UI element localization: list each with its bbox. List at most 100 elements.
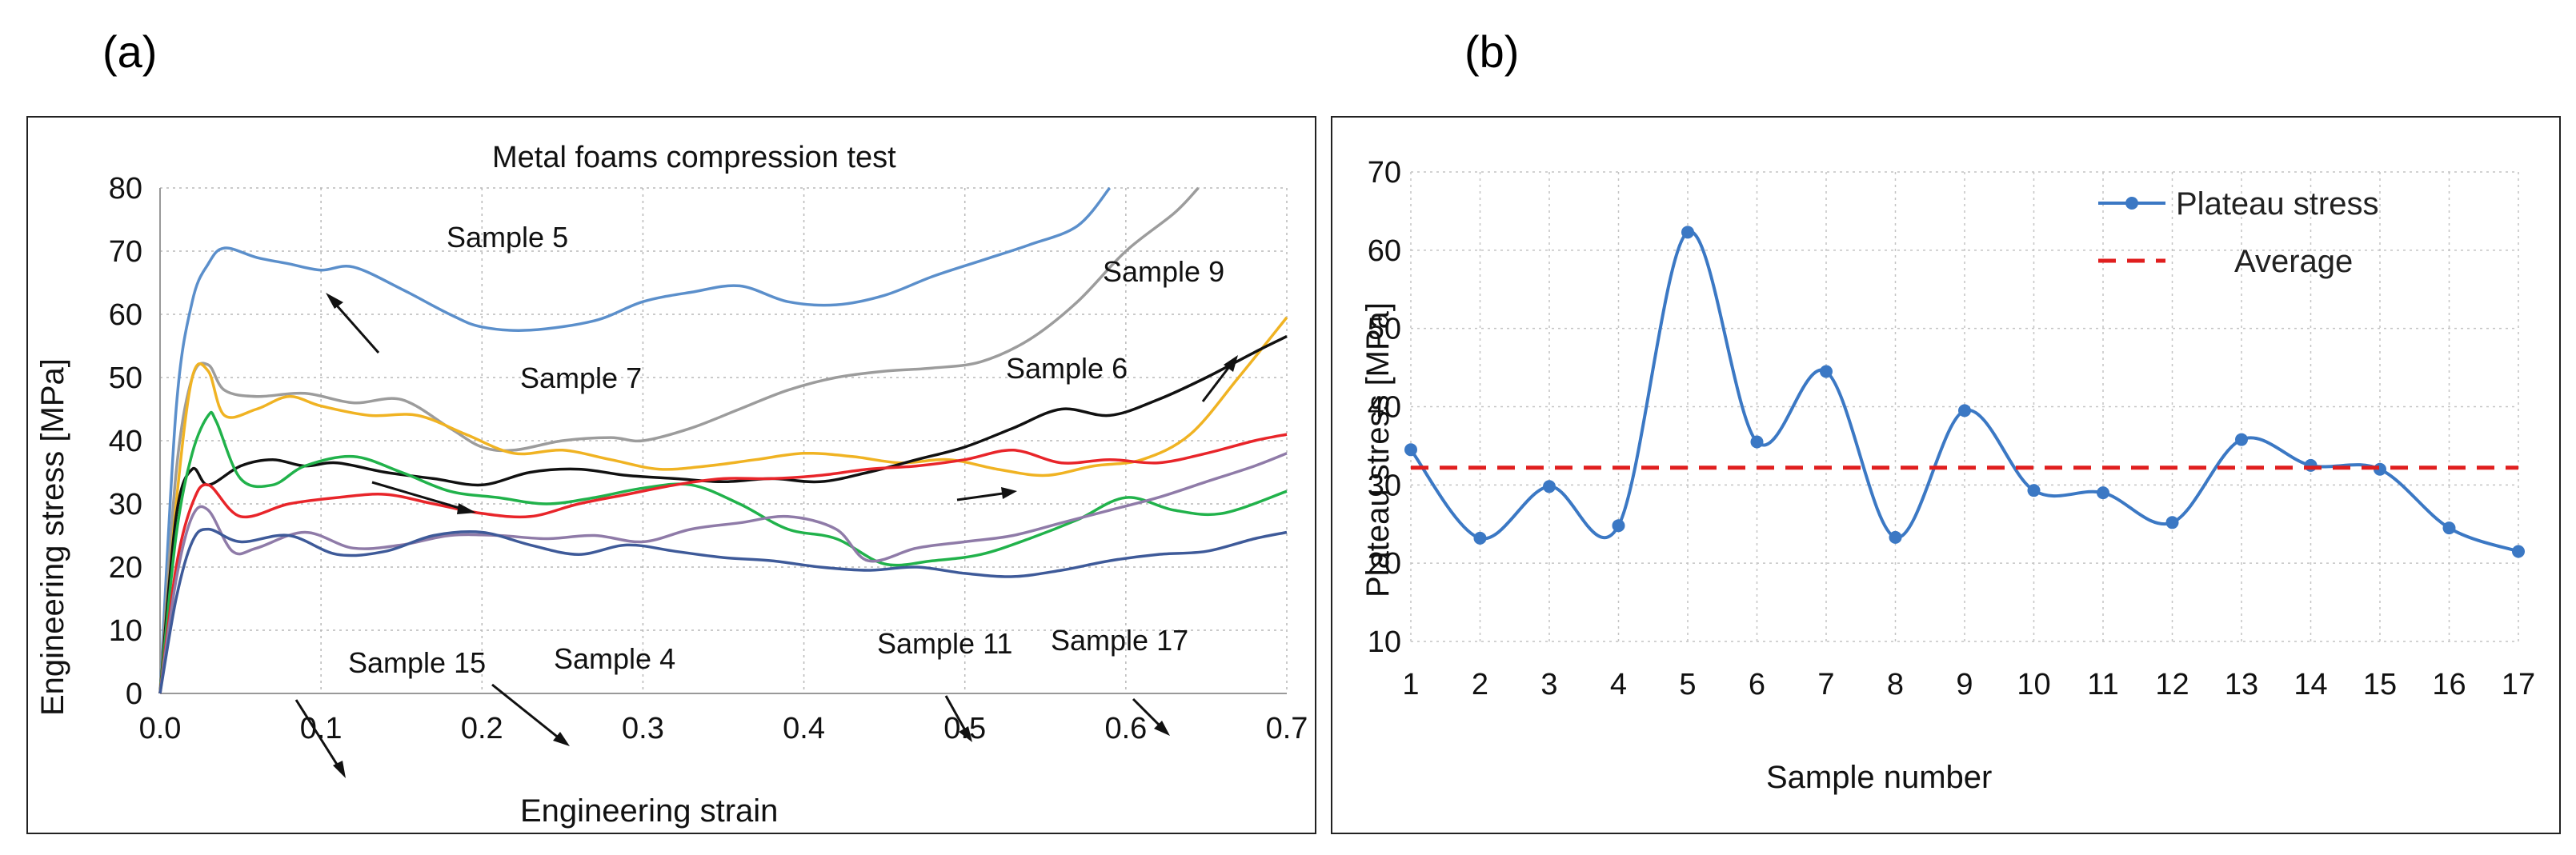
b-xtick-label: 6 <box>1749 668 1765 701</box>
annotation-sample-7: Sample 7 <box>520 362 642 394</box>
a-xtick-label: 0.4 <box>783 712 825 745</box>
b-xtick-label: 14 <box>2294 668 2327 701</box>
series-sample-7 <box>158 186 1200 694</box>
plateau-stress-point <box>2027 484 2041 497</box>
chart-a-xlabel: Engineering strain <box>520 793 778 829</box>
chart-a-frame: Metal foams compression test Sample 5 Sa… <box>26 116 1316 834</box>
a-ytick-label: 50 <box>109 362 142 395</box>
plateau-stress-point <box>1750 435 1764 449</box>
annotation-sample-11: Sample 11 <box>877 627 1012 660</box>
a-xtick-label: 0.2 <box>461 712 503 745</box>
series-sample-2 <box>158 433 1288 694</box>
b-ytick-label: 40 <box>1368 391 1401 425</box>
legend-average-label: Average <box>2234 244 2353 279</box>
a-ytick-label: 40 <box>109 425 142 458</box>
series-sample-4 <box>158 452 1288 694</box>
a-ytick-label: 0 <box>126 677 142 711</box>
arrow-sample-15 <box>294 699 342 770</box>
a-xtick-label: 0.1 <box>300 712 343 745</box>
series-sample-5 <box>158 186 1112 694</box>
b-ytick-label: 50 <box>1368 313 1401 346</box>
arrowhead-sample-7 <box>457 503 476 514</box>
a-ytick-label: 60 <box>109 298 142 332</box>
plateau-stress-point <box>1958 404 1971 418</box>
b-ytick-label: 10 <box>1368 625 1401 659</box>
annotation-sample-15: Sample 15 <box>348 646 486 679</box>
legend-plateau-label: Plateau stress <box>2176 186 2378 222</box>
arrow-sample-9 <box>1201 367 1230 402</box>
arrow-sample-5 <box>335 304 380 354</box>
series-sample-9 <box>158 316 1288 694</box>
chart-a-ylabel: Engineering stress [MPa] <box>35 358 70 716</box>
a-xtick-label: 0.0 <box>139 712 182 745</box>
chart-a-svg: Metal foams compression test Sample 5 Sa… <box>35 141 1308 829</box>
b-xtick-label: 12 <box>2155 668 2189 701</box>
plateau-stress-point <box>2304 458 2318 472</box>
arrowhead-sample-15 <box>333 761 346 778</box>
a-xtick-label: 0.7 <box>1266 712 1308 745</box>
plateau-stress-point <box>2097 486 2109 500</box>
b-xtick-label: 16 <box>2432 668 2466 701</box>
b-xtick-label: 2 <box>1472 668 1488 701</box>
arrow-sample-6 <box>956 492 1004 501</box>
arrowhead-sample-5 <box>326 293 343 309</box>
b-xtick-label: 9 <box>1956 668 1973 701</box>
b-ytick-label: 30 <box>1368 469 1401 502</box>
plateau-stress-point <box>1404 443 1417 457</box>
plateau-stress-point <box>1681 226 1694 239</box>
plateau-stress-point <box>2512 545 2525 558</box>
series-sample-6 <box>158 335 1288 694</box>
plateau-stress-point <box>1473 531 1487 545</box>
arrow-sample-4 <box>491 683 561 741</box>
annotation-sample-17: Sample 17 <box>1051 624 1188 657</box>
arrowhead-sample-6 <box>1001 487 1017 499</box>
annotation-sample-9: Sample 9 <box>1103 255 1224 288</box>
chart-b-ylabel: Plateau stress [MPa] <box>1360 302 1396 597</box>
panel-label-b: (b) <box>1464 26 1520 77</box>
arrowhead-sample-17 <box>1154 721 1170 736</box>
b-ytick-label: 60 <box>1368 234 1401 268</box>
plateau-stress-point <box>1543 480 1556 493</box>
a-ytick-label: 20 <box>109 551 142 585</box>
annotation-sample-5: Sample 5 <box>447 221 568 254</box>
plateau-stress-point <box>2165 516 2179 529</box>
a-ytick-label: 70 <box>109 235 142 269</box>
b-xtick-label: 15 <box>2363 668 2397 701</box>
a-ytick-label: 80 <box>109 172 142 206</box>
b-xtick-label: 17 <box>2502 668 2535 701</box>
a-xtick-label: 0.6 <box>1104 712 1147 745</box>
a-xtick-label: 0.3 <box>622 712 664 745</box>
b-xtick-label: 5 <box>1679 668 1696 701</box>
arrowhead-sample-4 <box>553 732 570 746</box>
arrowhead-sample-9 <box>1224 355 1238 372</box>
legend-plateau-marker <box>2125 197 2138 210</box>
a-ytick-label: 10 <box>109 614 142 648</box>
a-ytick-label: 30 <box>109 488 142 521</box>
b-xtick-label: 11 <box>2087 668 2118 701</box>
chart-a-title: Metal foams compression test <box>492 141 896 174</box>
b-xtick-label: 1 <box>1402 668 1419 701</box>
arrowhead-sample-11 <box>959 726 972 742</box>
b-xtick-label: 8 <box>1887 668 1904 701</box>
plateau-stress-point <box>2235 433 2248 446</box>
b-ytick-label: 70 <box>1368 156 1401 190</box>
b-xtick-label: 4 <box>1610 668 1627 701</box>
plateau-stress-point <box>1820 365 1833 378</box>
b-xtick-label: 7 <box>1817 668 1834 701</box>
b-ytick-label: 20 <box>1368 547 1401 581</box>
a-xtick-label: 0.5 <box>943 712 986 745</box>
b-xtick-label: 10 <box>2017 668 2050 701</box>
plateau-stress-point <box>1612 519 1625 533</box>
arrow-sample-17 <box>1132 697 1162 728</box>
arrow-sample-7 <box>371 481 463 510</box>
plateau-stress-point <box>1889 530 1902 544</box>
series-sample-15 <box>158 527 1288 694</box>
chart-b-xlabel: Sample number <box>1766 760 1992 795</box>
chart-b-frame: 10 20 30 40 50 60 70 1 2 3 4 5 6 7 8 9 10 11 12 13 14 15 16 17 … <box>1331 116 2561 834</box>
b-xtick-label: 13 <box>2225 668 2258 701</box>
arrow-sample-11 <box>944 695 967 731</box>
panel-label-a: (a) <box>102 26 158 77</box>
annotation-sample-6: Sample 6 <box>1006 352 1128 385</box>
b-xtick-label: 3 <box>1540 668 1557 701</box>
